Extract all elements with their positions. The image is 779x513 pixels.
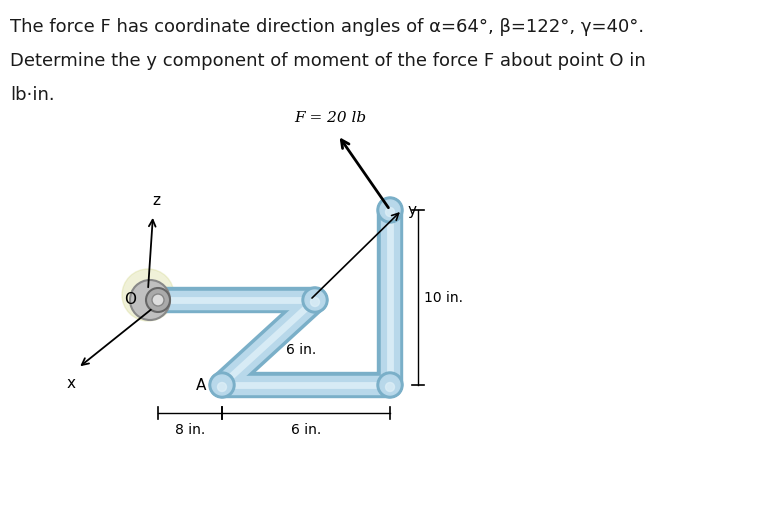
Circle shape <box>386 207 394 216</box>
Circle shape <box>302 287 328 313</box>
Circle shape <box>217 383 227 391</box>
Circle shape <box>377 372 403 398</box>
Circle shape <box>212 375 232 395</box>
Text: lb·in.: lb·in. <box>10 86 55 104</box>
Circle shape <box>209 372 235 398</box>
Circle shape <box>377 197 403 223</box>
Text: Determine the y component of moment of the force F about point O in: Determine the y component of moment of t… <box>10 52 646 70</box>
Text: 6 in.: 6 in. <box>291 423 321 437</box>
Text: 10 in.: 10 in. <box>424 290 463 305</box>
Circle shape <box>386 383 394 391</box>
Circle shape <box>380 375 400 395</box>
Text: x: x <box>66 376 76 391</box>
Text: 8 in.: 8 in. <box>174 423 205 437</box>
Circle shape <box>305 290 325 310</box>
Text: A: A <box>196 378 206 392</box>
Circle shape <box>311 298 319 306</box>
Circle shape <box>122 269 174 321</box>
Text: The force F has coordinate direction angles of α=64°, β=122°, γ=40°.: The force F has coordinate direction ang… <box>10 18 644 36</box>
Text: O: O <box>124 292 136 307</box>
Text: z: z <box>152 193 160 208</box>
Text: F = 20 lb: F = 20 lb <box>294 111 366 125</box>
Circle shape <box>380 200 400 220</box>
Text: y: y <box>408 203 417 218</box>
Circle shape <box>146 288 170 312</box>
Circle shape <box>152 294 164 306</box>
Text: 6 in.: 6 in. <box>287 344 317 358</box>
Circle shape <box>130 280 170 320</box>
